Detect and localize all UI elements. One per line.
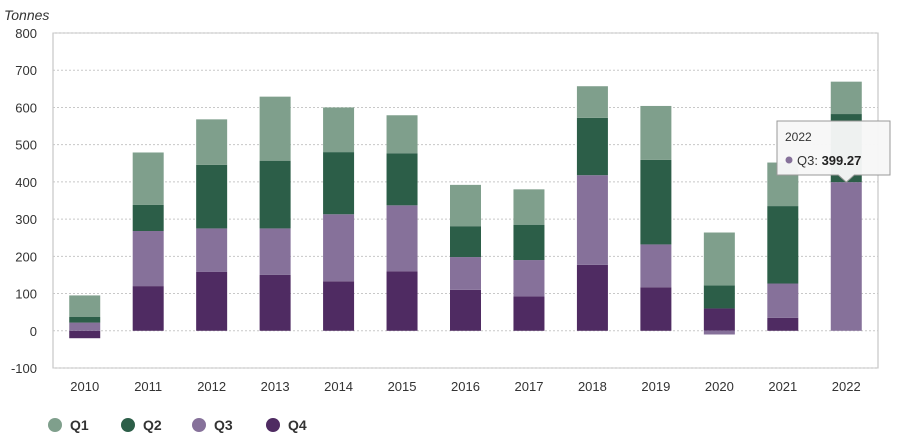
x-tick-label: 2013 bbox=[261, 379, 290, 394]
y-axis-unit-label: Tonnes bbox=[4, 7, 49, 23]
bar-2018-q4[interactable] bbox=[576, 264, 608, 331]
bar-2011-q2[interactable] bbox=[132, 204, 164, 232]
bar-2013-q1[interactable] bbox=[259, 96, 291, 161]
bar-2022-q3[interactable] bbox=[830, 182, 862, 331]
bar-2018-q1[interactable] bbox=[576, 86, 608, 118]
bar-2013-q2[interactable] bbox=[259, 160, 291, 229]
bar-2021-q4[interactable] bbox=[767, 317, 799, 331]
tooltip-series-label: Q3: 399.27 bbox=[797, 153, 861, 168]
bar-2022-q1[interactable] bbox=[830, 81, 862, 115]
legend-label-q1[interactable]: Q1 bbox=[70, 417, 89, 433]
bar-2016-q3[interactable] bbox=[450, 257, 481, 290]
x-tick-label: 2018 bbox=[578, 379, 607, 394]
bar-2010-q3[interactable] bbox=[69, 322, 101, 331]
bar-2017-q2[interactable] bbox=[513, 224, 545, 261]
y-tick-label: 800 bbox=[15, 26, 37, 41]
bar-2020-q2[interactable] bbox=[703, 285, 735, 309]
bar-2017-q3[interactable] bbox=[513, 260, 545, 297]
bar-2018-q3[interactable] bbox=[576, 175, 608, 265]
bar-2016-q1[interactable] bbox=[450, 184, 481, 227]
legend-label-q2[interactable]: Q2 bbox=[143, 417, 162, 433]
x-tick-label: 2014 bbox=[324, 379, 353, 394]
tooltip-value: 399.27 bbox=[822, 153, 862, 168]
x-tick-label: 2019 bbox=[641, 379, 670, 394]
bar-2010-q2[interactable] bbox=[69, 317, 101, 323]
bar-2013-q3[interactable] bbox=[259, 228, 291, 275]
bar-2014-q1[interactable] bbox=[323, 107, 355, 153]
legend-marker-q4[interactable] bbox=[266, 418, 280, 432]
bar-2014-q3[interactable] bbox=[323, 214, 355, 282]
y-tick-label: 400 bbox=[15, 175, 37, 190]
x-tick-label: 2017 bbox=[515, 379, 544, 394]
bar-2015-q1[interactable] bbox=[386, 115, 418, 154]
y-tick-label: 200 bbox=[15, 249, 37, 264]
bar-2011-q1[interactable] bbox=[132, 152, 164, 205]
legend-label-q4[interactable]: Q4 bbox=[288, 417, 307, 433]
bar-2019-q2[interactable] bbox=[640, 159, 672, 245]
x-tick-label: 2011 bbox=[134, 379, 162, 394]
legend-label-q3[interactable]: Q3 bbox=[214, 417, 233, 433]
bar-2015-q2[interactable] bbox=[386, 153, 418, 206]
x-tick-label: 2010 bbox=[70, 379, 99, 394]
bar-2019-q1[interactable] bbox=[640, 105, 672, 160]
bar-2012-q2[interactable] bbox=[196, 164, 228, 229]
tooltip: 2022 Q3: 399.27 bbox=[776, 120, 891, 183]
bar-2019-q4[interactable] bbox=[640, 287, 672, 331]
bar-2012-q1[interactable] bbox=[196, 119, 228, 165]
bar-2020-q4[interactable] bbox=[703, 308, 735, 331]
bar-2018-q2[interactable] bbox=[576, 117, 608, 176]
bar-2011-q4[interactable] bbox=[132, 286, 164, 331]
bar-2015-q3[interactable] bbox=[386, 205, 418, 272]
x-tick-label: 2022 bbox=[832, 379, 861, 394]
y-tick-label: 500 bbox=[15, 138, 37, 153]
bar-2012-q3[interactable] bbox=[196, 228, 228, 272]
bar-2017-q1[interactable] bbox=[513, 189, 545, 225]
tooltip-series-marker bbox=[785, 156, 793, 164]
x-tick-label: 2012 bbox=[197, 379, 226, 394]
legend-marker-q3[interactable] bbox=[192, 418, 206, 432]
y-tick-label: 0 bbox=[30, 324, 37, 339]
tooltip-year: 2022 bbox=[785, 130, 812, 144]
bar-2016-q4[interactable] bbox=[450, 289, 481, 331]
bar-2021-q3[interactable] bbox=[767, 283, 799, 318]
y-tick-label: 100 bbox=[15, 287, 37, 302]
y-tick-label: 600 bbox=[15, 100, 37, 115]
legend-marker-q1[interactable] bbox=[48, 418, 62, 432]
bar-2017-q4[interactable] bbox=[513, 296, 545, 331]
bar-2014-q4[interactable] bbox=[323, 281, 355, 331]
legend-marker-q2[interactable] bbox=[121, 418, 135, 432]
x-tick-label: 2016 bbox=[451, 379, 480, 394]
bar-2015-q4[interactable] bbox=[386, 271, 418, 331]
x-tick-label: 2021 bbox=[768, 379, 797, 394]
tooltip-box bbox=[776, 120, 891, 183]
bars bbox=[69, 81, 862, 339]
bar-2020-q1[interactable] bbox=[703, 232, 735, 286]
bar-2019-q3[interactable] bbox=[640, 244, 672, 288]
y-axis-ticks: -100 0 100 200 300 400 500 600 700 800 bbox=[11, 26, 37, 376]
x-tick-label: 2020 bbox=[705, 379, 734, 394]
bar-2021-q2[interactable] bbox=[767, 206, 799, 284]
bar-2010-q4[interactable] bbox=[69, 330, 101, 339]
legend: Q1 Q2 Q3 Q4 bbox=[48, 417, 307, 433]
bar-2013-q4[interactable] bbox=[259, 274, 291, 331]
bar-2014-q2[interactable] bbox=[323, 152, 355, 215]
y-tick-label: 300 bbox=[15, 212, 37, 227]
y-tick-label: -100 bbox=[11, 361, 37, 376]
bar-2011-q3[interactable] bbox=[132, 231, 164, 287]
bar-2012-q4[interactable] bbox=[196, 271, 228, 331]
bar-2016-q2[interactable] bbox=[450, 226, 481, 258]
x-tick-label: 2015 bbox=[388, 379, 417, 394]
y-tick-label: 700 bbox=[15, 63, 37, 78]
x-axis-ticks: 2010 2011 2012 2013 2014 2015 2016 2017 2018 2019… bbox=[70, 379, 860, 394]
bar-2020-q3[interactable] bbox=[703, 330, 735, 335]
bar-2010-q1[interactable] bbox=[69, 295, 101, 318]
